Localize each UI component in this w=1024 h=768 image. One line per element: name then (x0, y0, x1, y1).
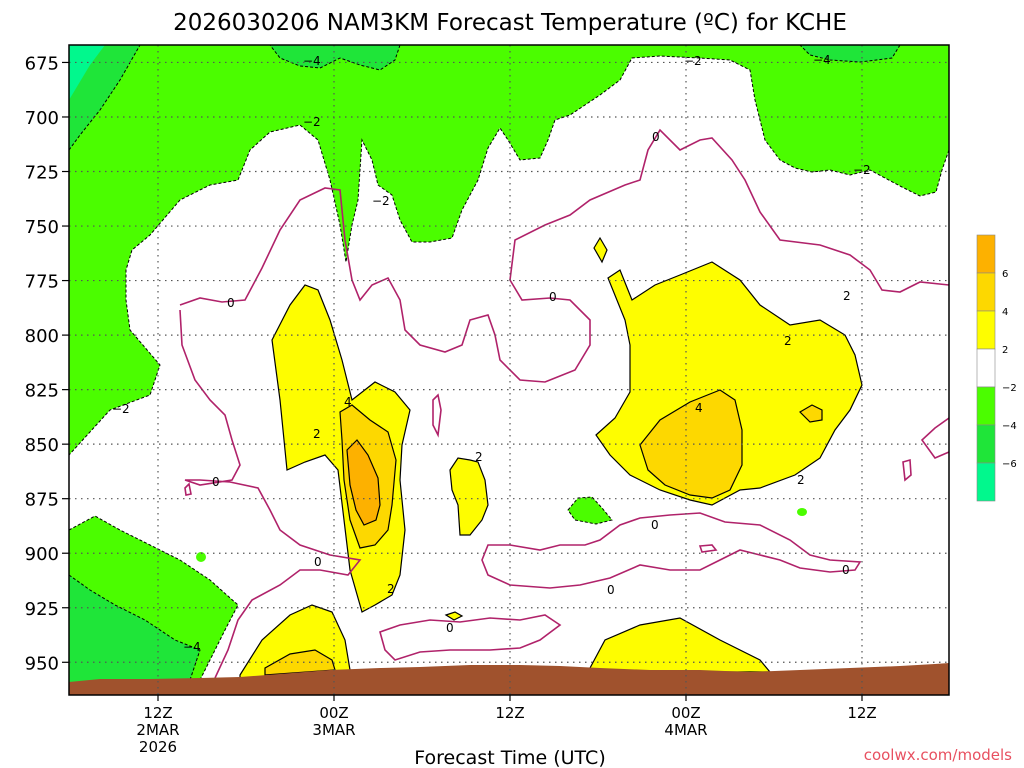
colorbar-label: 4 (1002, 307, 1008, 318)
region-below-minus-4-top-left (69, 45, 141, 151)
x-tick-label: 2026 (139, 738, 177, 756)
isotherm-0-small-2 (902, 458, 912, 482)
contour-label: 4 (695, 401, 703, 415)
x-tick-label: 12Z (495, 704, 524, 722)
colorbar-swatch (976, 310, 996, 350)
contour-label: 2 (313, 427, 321, 441)
x-tick-label: 12Z (847, 704, 876, 722)
contour-label: 0 (446, 621, 454, 635)
y-tick-label: 800 (25, 326, 59, 347)
region-below-minus-6-top-left (69, 45, 105, 100)
x-gridlines (157, 45, 863, 695)
region-below-minus-4-top-middle (269, 45, 401, 71)
x-tick-label: 4MAR (664, 721, 707, 739)
isotherm-0-middle-loop (379, 614, 562, 661)
contour-label: −4 (813, 53, 831, 67)
y-tick-label: 675 (25, 53, 59, 74)
x-tick-label: 3MAR (312, 721, 355, 739)
contour-label: 0 (652, 130, 660, 144)
contour-label: 0 (549, 290, 557, 304)
isotherm-0-right-side (920, 417, 949, 459)
y-tick-label: 750 (25, 217, 59, 238)
contour-label: 0 (607, 583, 615, 597)
y-tick-label: 875 (25, 490, 59, 511)
colorbar: 6 4 2 −2 −4 −6 (976, 234, 1017, 502)
colorbar-swatch (976, 234, 996, 274)
region-below-minus-2-dot-1 (196, 552, 206, 562)
isotherm-0-right-lower (481, 512, 862, 589)
isotherm-0-small-3 (698, 544, 718, 553)
watermark: coolwx.com/models (864, 746, 1012, 764)
y-tick-label: 850 (25, 435, 59, 456)
isotherm-0-left-loop (179, 128, 949, 383)
y-tick-label: 950 (25, 653, 59, 674)
y-tick-label: 900 (25, 544, 59, 565)
contour-label: −4 (183, 640, 201, 654)
colorbar-swatch (976, 424, 996, 464)
colorbar-label: 6 (1002, 269, 1008, 280)
colorbar-swatch (976, 348, 996, 388)
region-below-minus-2-top (69, 45, 949, 456)
region-below-minus-4-top-right (799, 45, 901, 63)
plot-frame (68, 44, 950, 696)
contour-label: 0 (651, 518, 659, 532)
y-tick-label: 825 (25, 381, 59, 402)
contour-label: 4 (344, 395, 352, 409)
region-above-6-left (346, 439, 381, 526)
y-tick-label: 925 (25, 599, 59, 620)
contour-label: −2 (684, 54, 702, 68)
region-above-2-right-small (799, 404, 823, 423)
region-above-2-tiny-blob (444, 611, 464, 621)
colorbar-label: −2 (1002, 383, 1017, 394)
colorbar-label: 2 (1002, 345, 1008, 356)
colorbar-swatch (976, 272, 996, 312)
colorbar-swatch (976, 386, 996, 426)
terrain-fill (69, 663, 949, 695)
plot-area (69, 45, 949, 695)
isotherm-0-small-1 (432, 393, 442, 438)
isotherm-0-small-4 (184, 482, 192, 496)
y-tick-label: 775 (25, 272, 59, 293)
y-tick-label: 700 (25, 108, 59, 129)
contour-label: 2 (797, 473, 805, 487)
isotherm-0-left-lower (179, 309, 362, 679)
contour-label: 2 (387, 582, 395, 596)
contour-label: 0 (227, 296, 235, 310)
contour-label: −2 (853, 163, 871, 177)
contour-label: 2 (843, 289, 851, 303)
contour-label: −2 (303, 115, 321, 129)
y-gridlines (69, 61, 949, 663)
colorbar-label: −6 (1002, 459, 1017, 470)
contour-label: 0 (212, 475, 220, 489)
contour-label: 0 (842, 563, 850, 577)
contour-label: 0 (314, 555, 322, 569)
region-below-minus-2-small-blob (567, 496, 613, 525)
colorbar-label: −4 (1002, 421, 1017, 432)
region-above-4-ground-left (264, 649, 336, 676)
x-tick-label: 00Z (319, 704, 348, 722)
y-axis: 675 700 725 750 775 800 825 850 875 900 925 950 (25, 53, 69, 674)
contour-label: 2 (475, 450, 483, 464)
region-below-minus-4-bottom-left (69, 574, 201, 691)
region-below-minus-2-dot-2 (797, 508, 807, 516)
y-tick-label: 725 (25, 163, 59, 184)
contour-label: 2 (784, 334, 792, 348)
contour-label: −2 (112, 402, 130, 416)
contour-labels: −4 −2 −2 −2 −4 −2 0 0 0 0 2 4 2 0 2 4 2 … (112, 53, 871, 654)
contour-label: −4 (303, 54, 321, 68)
chart-title: 2026030206 NAM3KM Forecast Temperature (… (173, 10, 847, 36)
region-above-4-right (639, 389, 743, 499)
colorbar-swatch (976, 462, 996, 502)
x-tick-label: 2MAR (136, 721, 179, 739)
region-above-2-middle (449, 457, 489, 536)
x-tick-label: 00Z (671, 704, 700, 722)
contour-label: −2 (372, 194, 390, 208)
region-above-2-right-blob (593, 236, 608, 264)
x-tick-label: 12Z (143, 704, 172, 722)
x-axis-label: Forecast Time (UTC) (414, 747, 605, 768)
